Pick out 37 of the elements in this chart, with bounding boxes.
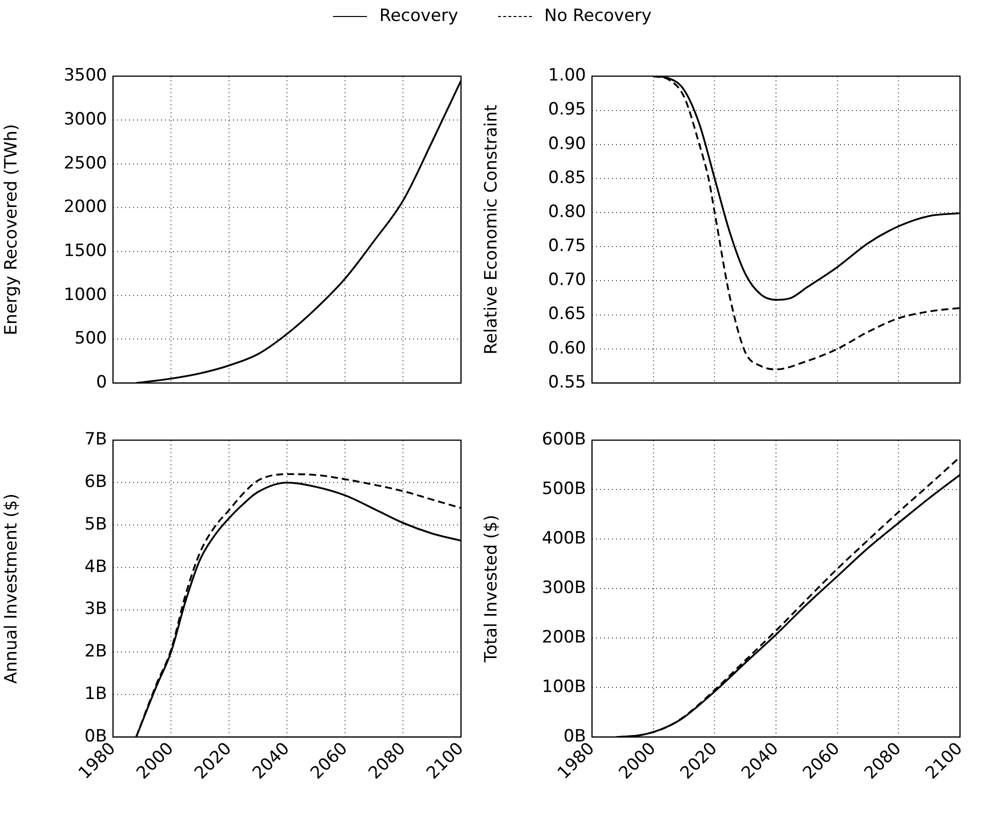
y-tick-label: 0 bbox=[96, 372, 107, 392]
y-tick-label: 1.00 bbox=[548, 66, 586, 86]
y-tick-label: 2000 bbox=[64, 197, 107, 218]
y-tick-label: 1000 bbox=[64, 284, 107, 305]
y-tick-label: 400B bbox=[542, 528, 586, 549]
y-tick-label: 500B bbox=[542, 479, 586, 500]
y-axis-title: Annual Investment ($) bbox=[2, 493, 22, 684]
y-tick-label: 4B bbox=[84, 556, 107, 577]
y-tick-label: 0.85 bbox=[548, 168, 586, 188]
y-tick-label: 0.55 bbox=[548, 372, 586, 392]
y-tick-label: 1500 bbox=[64, 240, 107, 261]
y-tick-label: 600B bbox=[542, 430, 586, 450]
legend-label: Recovery bbox=[379, 6, 458, 26]
y-axis-title: Total Invested ($) bbox=[482, 514, 502, 664]
legend-label: No Recovery bbox=[544, 6, 652, 26]
y-tick-label: 0.95 bbox=[548, 100, 586, 120]
y-tick-label: 0.75 bbox=[548, 236, 586, 256]
y-tick-label: 0.90 bbox=[548, 134, 586, 154]
y-tick-label: 500 bbox=[74, 328, 107, 349]
y-tick-label: 6B bbox=[84, 472, 107, 492]
y-tick-label: 3500 bbox=[64, 66, 107, 86]
y-tick-label: 1B bbox=[84, 684, 107, 704]
y-tick-label: 2B bbox=[84, 642, 107, 662]
y-tick-label: 0.80 bbox=[548, 202, 586, 222]
y-tick-label: 2500 bbox=[64, 153, 107, 174]
y-tick-label: 0.60 bbox=[548, 338, 586, 358]
y-tick-label: 0.65 bbox=[548, 304, 586, 324]
y-tick-label: 100B bbox=[542, 676, 586, 697]
y-tick-label: 5B bbox=[84, 514, 107, 534]
y-tick-label: 3B bbox=[84, 599, 107, 620]
y-axis-title: Relative Economic Constraint bbox=[482, 104, 502, 354]
y-tick-label: 200B bbox=[542, 627, 586, 648]
y-tick-label: 300B bbox=[542, 578, 586, 598]
y-tick-label: 3000 bbox=[64, 109, 107, 130]
y-axis-title: Energy Recovered (TWh) bbox=[2, 124, 22, 336]
y-tick-label: 0.70 bbox=[548, 270, 586, 290]
y-tick-label: 7B bbox=[84, 430, 107, 450]
